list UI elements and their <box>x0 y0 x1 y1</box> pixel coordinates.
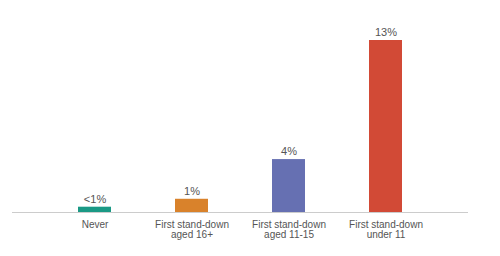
svg-text:First stand-downaged 11-15: First stand-downaged 11-15 <box>252 219 326 240</box>
svg-text:<1%: <1% <box>84 193 107 205</box>
svg-text:First stand-downaged 16+: First stand-downaged 16+ <box>155 219 229 240</box>
svg-text:Never: Never <box>82 219 109 230</box>
svg-text:13%: 13% <box>375 26 397 38</box>
svg-text:4%: 4% <box>281 145 297 157</box>
svg-text:First stand-downunder 11: First stand-downunder 11 <box>349 219 423 240</box>
svg-text:1%: 1% <box>184 185 200 197</box>
